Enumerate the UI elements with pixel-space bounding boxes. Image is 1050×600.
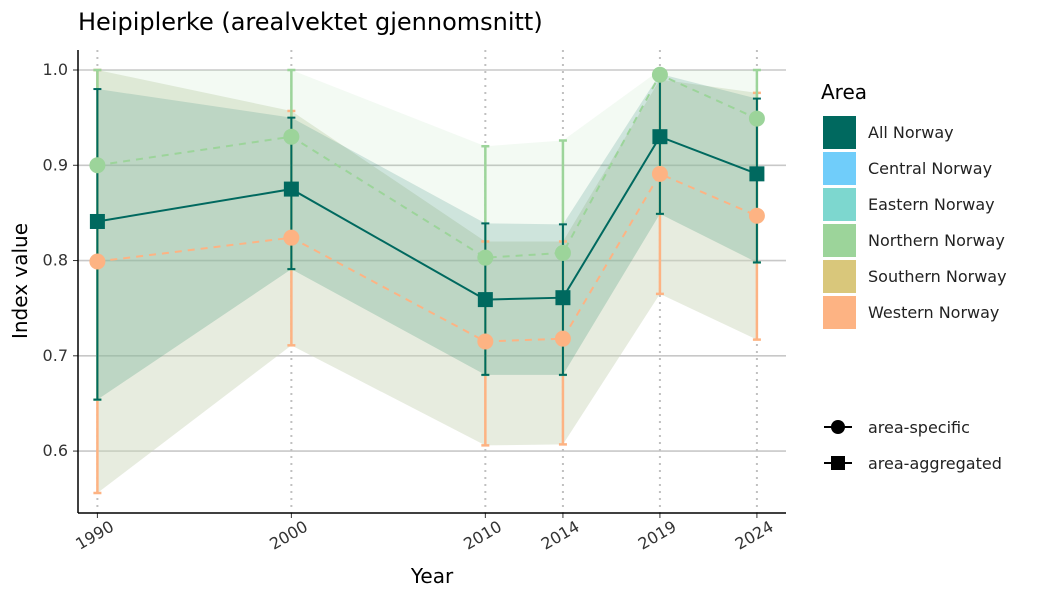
data-point <box>555 290 571 306</box>
x-tick-label: 2000 <box>266 517 311 554</box>
legend-shape-marker <box>831 456 845 470</box>
data-point <box>477 333 494 350</box>
plot-area: 0.6 0.7 0.8 0.9 1.0 1990 2000 2010 2014 2019 2024 <box>43 50 786 554</box>
x-axis-title: Year <box>410 564 454 588</box>
x-tick-label: 2014 <box>538 517 583 554</box>
data-point <box>554 330 571 347</box>
x-tick-label: 2010 <box>460 517 505 554</box>
data-point <box>89 253 106 270</box>
legend-swatch <box>823 188 856 221</box>
legend: All Norway Central Norway Eastern Norway No… <box>823 116 1007 473</box>
legend-label: Central Norway <box>868 159 992 178</box>
data-point <box>554 244 571 261</box>
y-tick-label: 1.0 <box>43 60 68 79</box>
y-tick-label: 0.9 <box>43 155 68 174</box>
data-point <box>651 165 668 182</box>
legend-swatch <box>823 296 856 329</box>
y-tick-label: 0.6 <box>43 441 68 460</box>
data-point <box>283 128 300 145</box>
legend-shape-label: area-aggregated <box>868 454 1002 473</box>
legend-swatch <box>823 224 856 257</box>
data-point <box>748 207 765 224</box>
confidence-band <box>97 70 757 493</box>
data-point <box>89 157 106 174</box>
series-line <box>97 135 758 301</box>
legend-label: All Norway <box>868 123 954 142</box>
legend-title: Area <box>821 80 867 104</box>
y-tick-label: 0.7 <box>43 346 68 365</box>
legend-label: Western Norway <box>868 303 999 322</box>
x-tick-label: 2024 <box>732 517 777 554</box>
series-line <box>97 172 758 343</box>
legend-label: Northern Norway <box>868 231 1005 250</box>
confidence-band <box>97 70 757 400</box>
data-point <box>477 292 493 308</box>
data-point <box>748 110 765 127</box>
legend-swatch <box>823 260 856 293</box>
legend-label: Eastern Norway <box>868 195 995 214</box>
confidence-band <box>97 73 757 400</box>
data-point <box>283 229 300 246</box>
y-axis-title: Index value <box>8 223 32 339</box>
data-point <box>652 129 668 145</box>
x-tick-label: 2019 <box>635 517 680 554</box>
legend-shape-marker <box>831 420 845 434</box>
legend-swatch <box>823 116 856 149</box>
chart-title: Heipiplerke (arealvektet gjennomsnitt) <box>78 8 543 36</box>
data-point <box>651 66 668 83</box>
y-tick-label: 0.8 <box>43 251 68 270</box>
data-point <box>89 213 105 229</box>
legend-shape-label: area-specific <box>868 418 970 437</box>
legend-label: Southern Norway <box>868 267 1007 286</box>
x-tick-label: 1990 <box>72 517 117 554</box>
data-point <box>749 166 765 182</box>
data-point <box>477 249 494 266</box>
data-point <box>283 181 299 197</box>
legend-swatch <box>823 152 856 185</box>
